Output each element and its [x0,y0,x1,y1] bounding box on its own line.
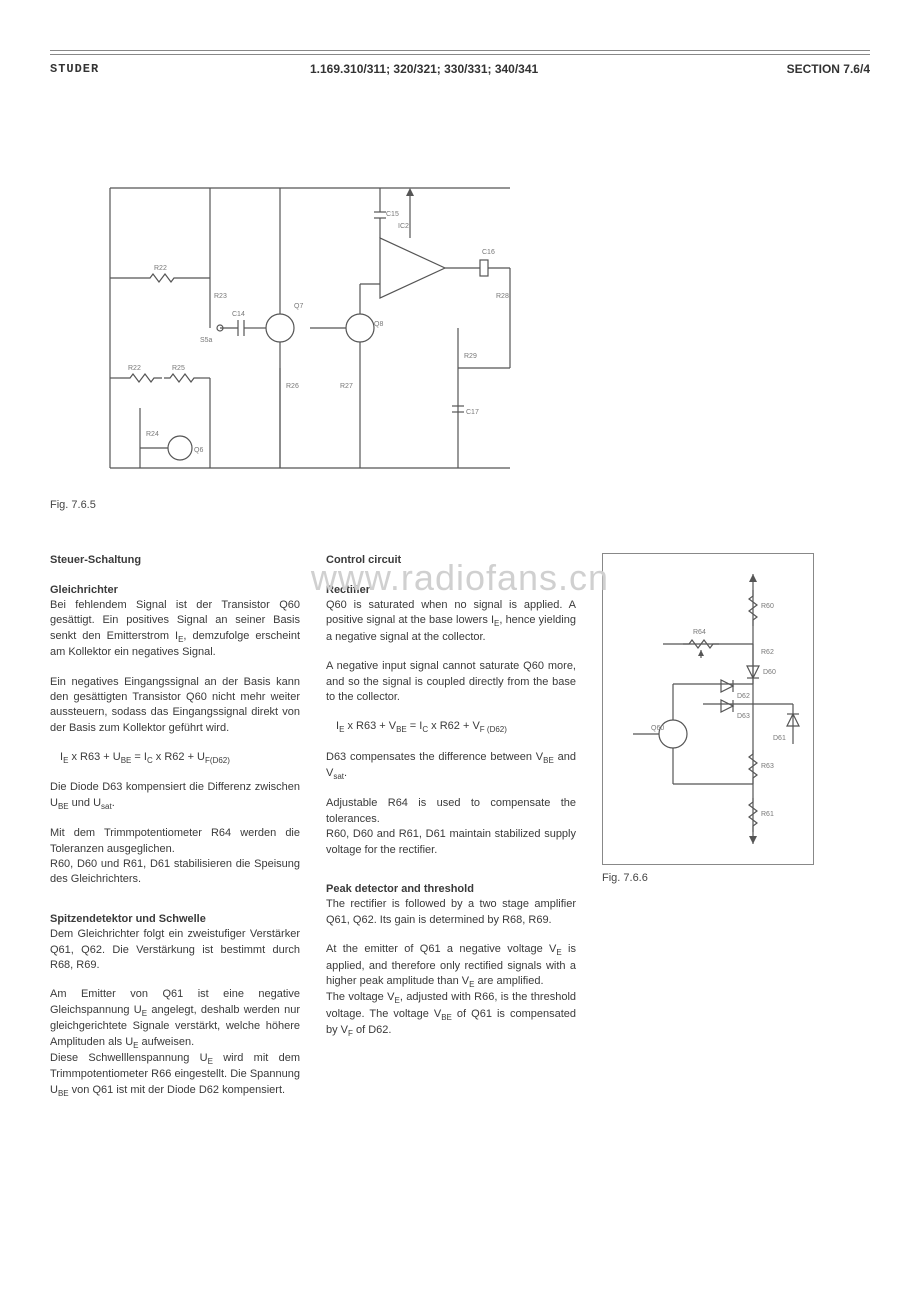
svg-text:R61: R61 [761,811,774,818]
svg-text:R60: R60 [761,603,774,610]
svg-text:Q6: Q6 [194,447,203,454]
figure-caption-main: Fig. 7.6.5 [50,498,870,513]
de-s1-p1: Bei fehlendem Signal ist der Transistor … [50,598,300,661]
svg-text:R27: R27 [340,383,353,390]
en-s1-p4: Adjustable R64 is used to compensate the… [326,796,576,827]
de-s2-p1: Dem Gleichrichter folgt ein zweistufiger… [50,927,300,973]
svg-text:R26: R26 [286,383,299,390]
en-s1-heading: Rectifier [326,583,576,598]
section-label: SECTION 7.6/4 [750,61,870,78]
svg-text:Q60: Q60 [651,725,664,732]
svg-text:Q8: Q8 [374,321,383,328]
svg-text:R22: R22 [128,365,141,372]
de-s2-heading: Spitzendetektor und Schwelle [50,912,300,927]
de-formula: IE x R63 + UBE = IC x R62 + UF(D62) [60,750,300,766]
doc-number: 1.169.310/311; 320/321; 330/331; 340/341 [310,61,750,78]
brand-logo: STUDER [50,61,310,78]
de-s2-p3: Diese Schwelllenspannung UE wird mit dem… [50,1051,300,1099]
svg-text:C16: C16 [482,249,495,256]
en-formula: IE x R63 + VBE = IC x R62 + VF (D62) [336,719,576,735]
svg-text:C15: C15 [386,211,399,218]
column-german: Steuer-Schaltung Gleichrichter Bei fehle… [50,553,300,1113]
schematic-figure-main: IC2 C16 R28 C15 Q7 C14 [50,168,530,488]
en-s1-p2: A negative input signal cannot saturate … [326,659,576,705]
en-s2-heading: Peak detector and threshold [326,882,576,897]
de-s1-p4: Mit dem Trimmpotentiometer R64 werden di… [50,826,300,857]
svg-text:R28: R28 [496,293,509,300]
svg-text:D60: D60 [763,669,776,676]
de-s1-p2: Ein negatives Eingangssignal an der Basi… [50,675,300,737]
en-title: Control circuit [326,553,576,568]
en-s1-p1: Q60 is saturated when no signal is appli… [326,598,576,645]
svg-text:R22: R22 [154,265,167,272]
svg-text:D61: D61 [773,735,786,742]
de-s1-heading: Gleichrichter [50,583,300,598]
svg-text:R29: R29 [464,353,477,360]
column-english: Control circuit Rectifier Q60 is saturat… [326,553,576,1113]
svg-text:R62: R62 [761,649,774,656]
de-s1-p5: R60, D60 und R61, D61 stabilisieren die … [50,857,300,888]
svg-text:R64: R64 [693,629,706,636]
svg-text:IC2: IC2 [398,223,409,230]
svg-text:R63: R63 [761,763,774,770]
en-s1-p5: R60, D60 and R61, D61 maintain stabilize… [326,827,576,858]
en-s2-p2: At the emitter of Q61 a negative voltage… [326,942,576,990]
svg-text:D62: D62 [737,693,750,700]
de-title: Steuer-Schaltung [50,553,300,568]
de-s1-p3: Die Diode D63 kompensiert die Differenz … [50,780,300,812]
svg-text:R24: R24 [146,431,159,438]
svg-text:R25: R25 [172,365,185,372]
svg-text:C17: C17 [466,409,479,416]
svg-text:S5a: S5a [200,337,213,344]
svg-text:Q7: Q7 [294,303,303,310]
figure-caption-side: Fig. 7.6.6 [602,871,832,886]
svg-text:C14: C14 [232,311,245,318]
en-s1-p3: D63 compensates the difference between V… [326,750,576,783]
schematic-figure-side: R60 R64 R62 D60 [602,553,832,1113]
svg-text:R23: R23 [214,293,227,300]
page-header: STUDER 1.169.310/311; 320/321; 330/331; … [50,54,870,108]
en-s2-p3: The voltage VE, adjusted with R66, is th… [326,990,576,1039]
de-s2-p2: Am Emitter von Q61 ist eine negative Gle… [50,987,300,1051]
svg-text:D63: D63 [737,713,750,720]
en-s2-p1: The rectifier is followed by a two stage… [326,897,576,928]
